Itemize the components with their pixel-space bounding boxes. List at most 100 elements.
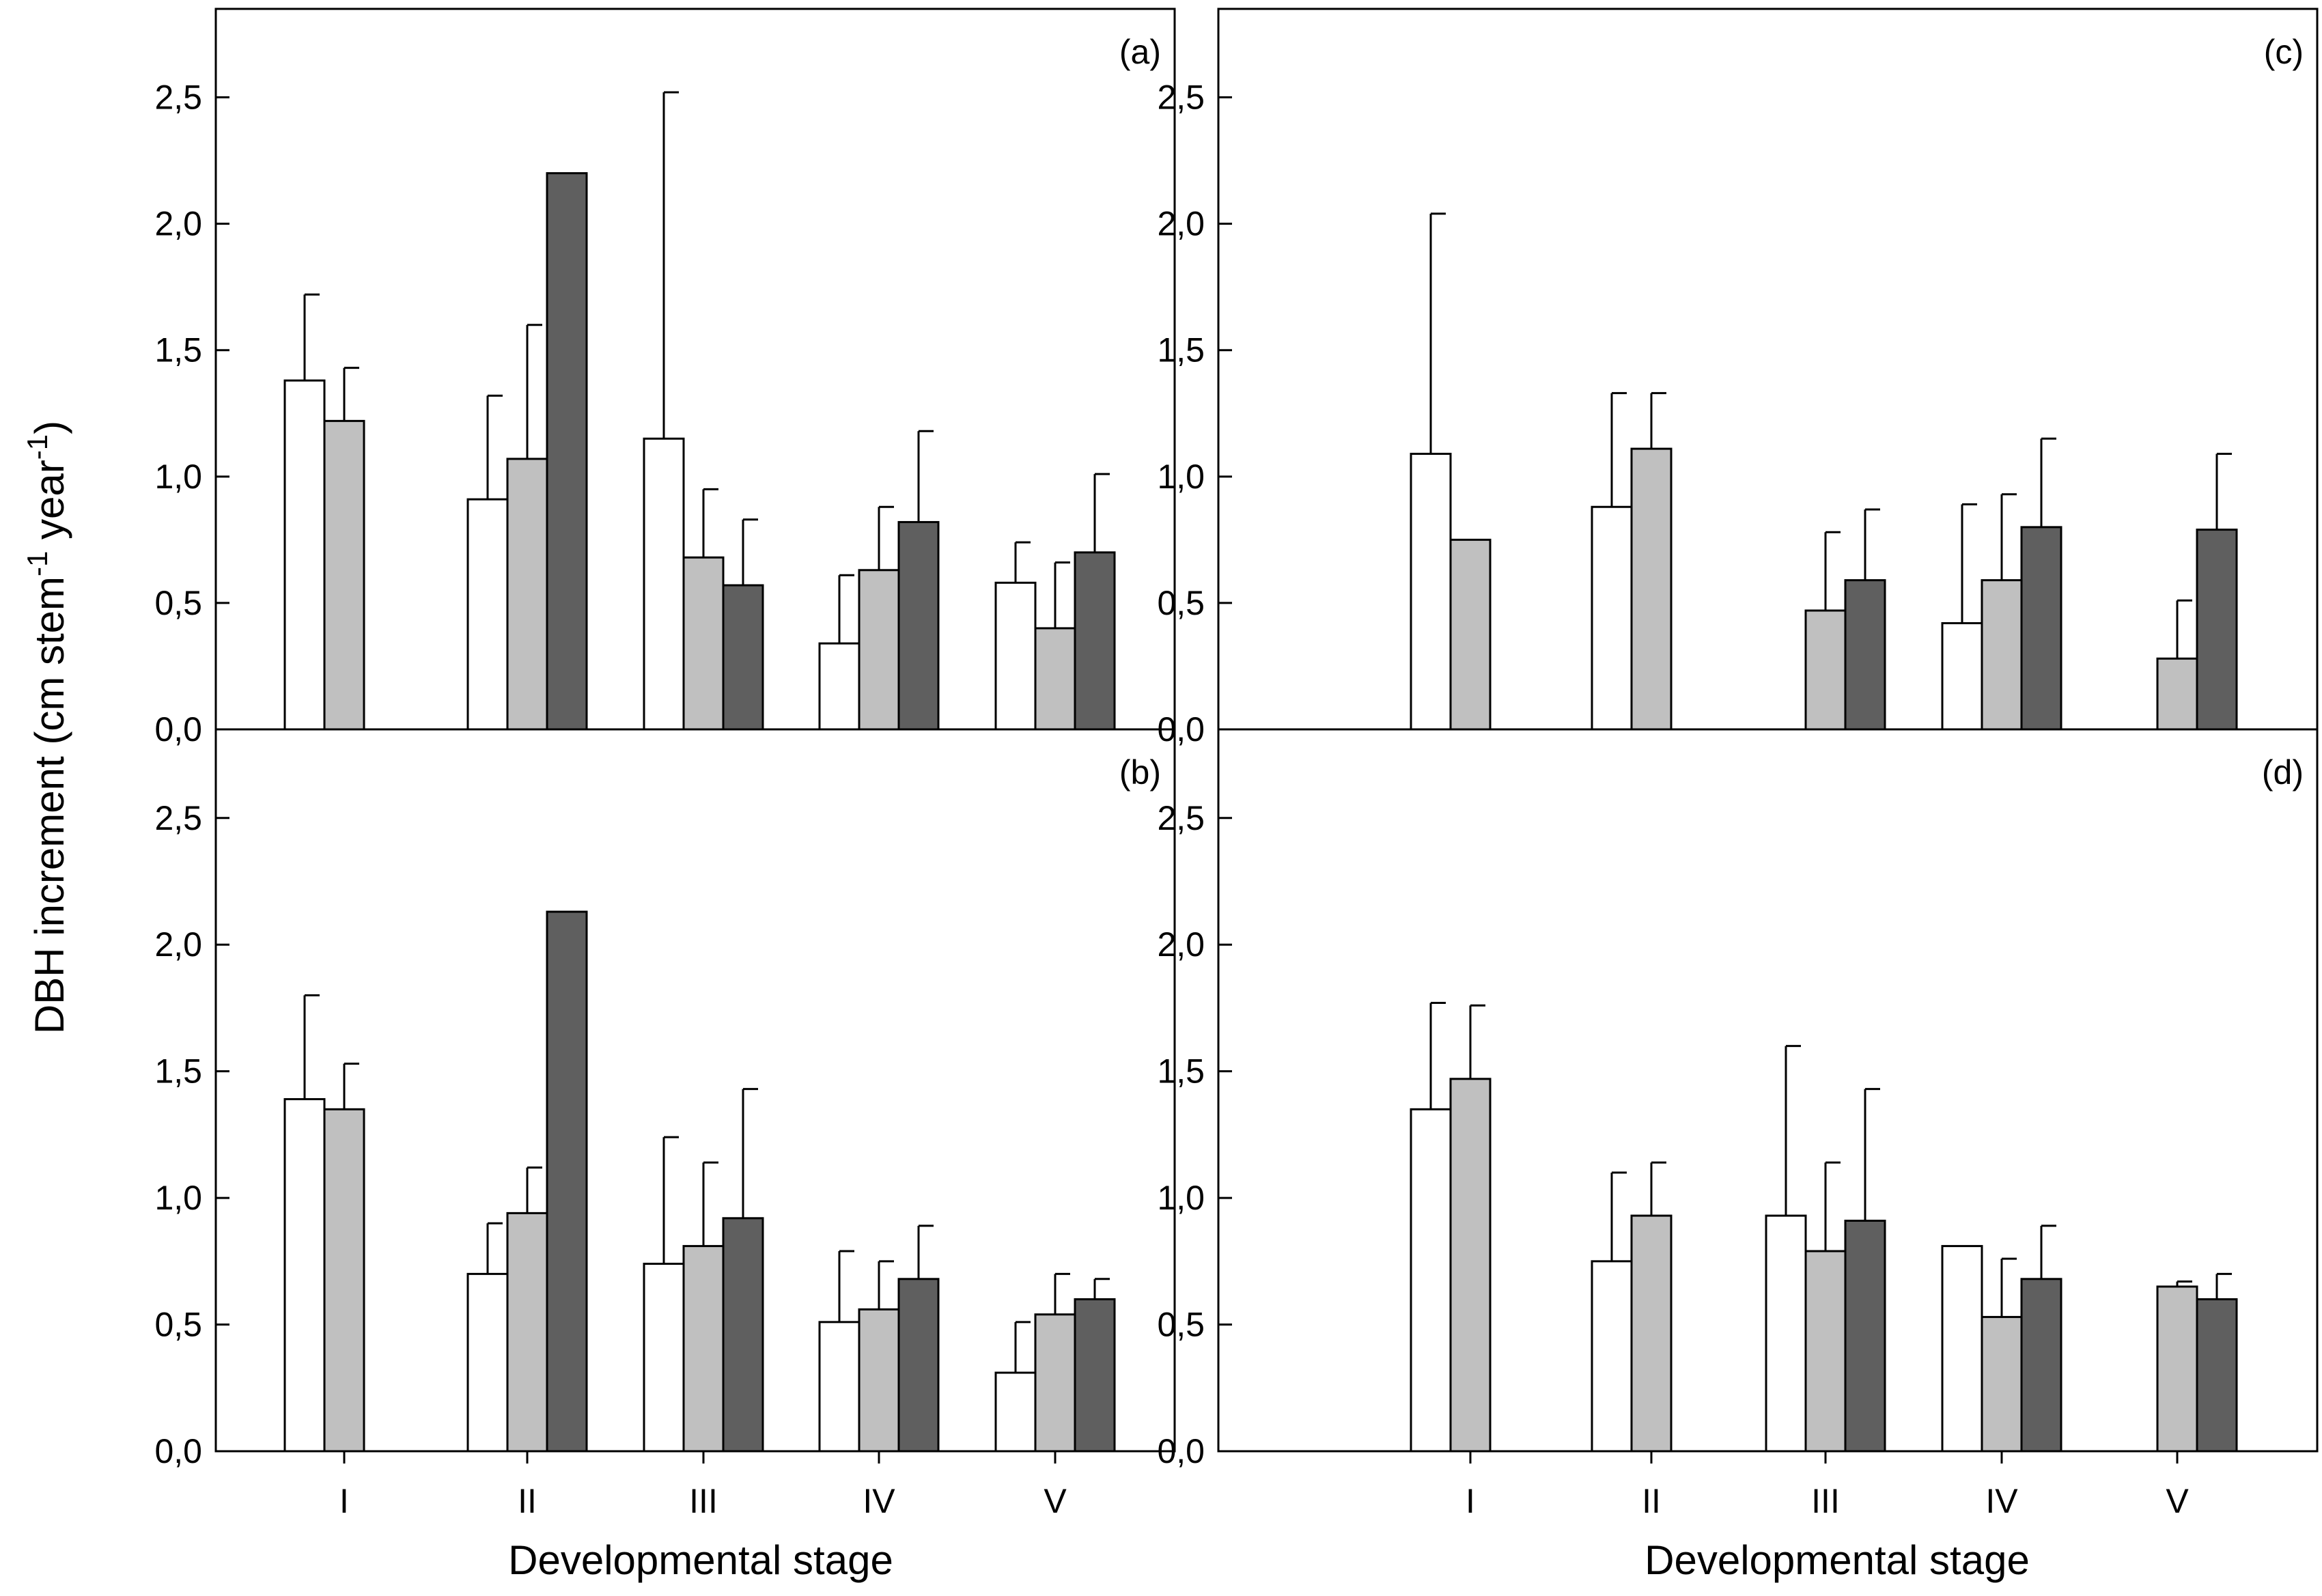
x-tick-label: II xyxy=(1642,1482,1661,1520)
y-tick-label: 2,0 xyxy=(154,925,202,964)
panel-d: 0,00,51,01,52,02,5I II III IV V(d) xyxy=(1157,728,2319,1520)
y-tick-label: 0,5 xyxy=(1157,584,1205,622)
bar xyxy=(1804,1250,1847,1453)
panel-label: (b) xyxy=(1119,753,1161,792)
panels: 0,0 0,5 1,0 1,5 2,0 2,5 (a) 0,0 0,5 1,0 1,5 2,0 2,5 I… xyxy=(154,8,2319,1520)
bar xyxy=(994,581,1037,731)
bar xyxy=(994,1371,1037,1453)
bar xyxy=(2156,657,2198,731)
y-tick-label: 1,5 xyxy=(1157,1052,1205,1091)
y-tick-label: 1,5 xyxy=(154,1052,202,1091)
y-tick-label: 1,0 xyxy=(1157,458,1205,496)
bar xyxy=(722,1217,764,1453)
x-tick-label: V xyxy=(2166,1482,2189,1520)
x-axis-label-left: Developmental stage xyxy=(508,1537,893,1583)
y-tick-label: 2,5 xyxy=(1157,79,1205,117)
bar xyxy=(1844,579,1886,731)
bar xyxy=(1981,1315,2023,1453)
bar xyxy=(1844,1220,1886,1453)
y-tick-label: 2,0 xyxy=(154,205,202,243)
bar xyxy=(1630,1214,1673,1453)
bar xyxy=(2156,1285,2198,1453)
bar xyxy=(323,419,365,731)
y-axis-label-sup1: -1 xyxy=(21,551,53,576)
x-tick-label: V xyxy=(1044,1482,1067,1520)
x-tick-label: III xyxy=(1811,1482,1840,1520)
bar xyxy=(858,569,900,731)
bar xyxy=(1981,579,2023,731)
y-tick-label: 0,5 xyxy=(154,1306,202,1344)
panel-frame xyxy=(1217,8,2319,731)
bar xyxy=(1074,1298,1116,1453)
bar xyxy=(1941,622,1983,731)
bar xyxy=(682,1245,725,1453)
x-tick-label: I xyxy=(1466,1482,1475,1520)
bar xyxy=(1034,627,1076,731)
bar xyxy=(1765,1214,1807,1453)
bar xyxy=(1941,1245,1983,1453)
x-tick-label: I xyxy=(339,1482,349,1520)
panel-a: 0,0 0,5 1,0 1,5 2,0 2,5 (a) xyxy=(154,8,1176,748)
y-tick-label: 0,0 xyxy=(154,710,202,748)
bar xyxy=(2196,529,2238,731)
x-tick-label: IV xyxy=(1985,1482,2018,1520)
y-tick-label: 0,0 xyxy=(1157,1432,1205,1470)
y-tick-label: 2,5 xyxy=(154,79,202,117)
bar xyxy=(283,379,326,731)
y-tick-label: 1,5 xyxy=(154,331,202,369)
bar xyxy=(818,1321,861,1453)
bar xyxy=(722,584,764,731)
bar xyxy=(466,1272,509,1453)
y-tick-label: 0,0 xyxy=(154,1432,202,1470)
bar xyxy=(1630,447,1673,731)
y-tick-label: 0,5 xyxy=(1157,1306,1205,1344)
y-axis-label-sup2: -1 xyxy=(21,434,53,460)
y-axis-label-mid: year xyxy=(27,460,72,550)
x-axis-label-right: Developmental stage xyxy=(1645,1537,2030,1583)
x-tick-label: III xyxy=(689,1482,718,1520)
bar xyxy=(283,1097,326,1453)
x-tick-label: IV xyxy=(863,1482,895,1520)
bar xyxy=(546,172,588,731)
bar xyxy=(1449,538,1492,731)
bar xyxy=(1034,1313,1076,1453)
y-axis-label-end: ) xyxy=(27,421,72,434)
panel-b: 0,00,51,01,52,02,5I II III IV V(b) xyxy=(154,728,1176,1520)
bar xyxy=(1804,609,1847,731)
y-tick-label: 2,5 xyxy=(154,799,202,837)
bar xyxy=(466,498,509,731)
y-tick-label: 1,0 xyxy=(154,458,202,496)
bar xyxy=(2020,1278,2062,1453)
bar xyxy=(2196,1298,2238,1453)
panel-label: (a) xyxy=(1119,33,1161,71)
bar xyxy=(858,1308,900,1453)
bar xyxy=(546,910,588,1453)
bar xyxy=(2020,526,2062,731)
y-tick-label: 1,0 xyxy=(1157,1179,1205,1217)
bar xyxy=(897,520,940,731)
panel-label: (c) xyxy=(2264,33,2304,71)
y-tick-label: 2,0 xyxy=(1157,925,1205,964)
y-axis-label-main: DBH increment (cm stem xyxy=(27,576,72,1034)
y-tick-label: 2,5 xyxy=(1157,799,1205,837)
y-tick-label: 1,5 xyxy=(1157,331,1205,369)
bar xyxy=(1410,1108,1452,1453)
y-tick-label: 2,0 xyxy=(1157,205,1205,243)
bar xyxy=(506,458,548,731)
bar xyxy=(1449,1078,1492,1453)
y-tick-label: 1,0 xyxy=(154,1179,202,1217)
bar xyxy=(1074,551,1116,731)
bar xyxy=(897,1278,940,1453)
panel-c: 0,0 0,5 1,0 1,5 2,0 2,5 (c) xyxy=(1157,8,2319,748)
bar xyxy=(506,1212,548,1453)
y-tick-label: 0,0 xyxy=(1157,710,1205,748)
bar xyxy=(1591,505,1633,731)
y-axis-label: DBH increment (cm stem-1 year-1) xyxy=(21,421,72,1034)
bar xyxy=(682,556,725,731)
bar xyxy=(643,1263,685,1453)
y-tick-label: 0,5 xyxy=(154,584,202,622)
bar xyxy=(1410,453,1452,731)
bar xyxy=(643,437,685,731)
bar xyxy=(818,642,861,731)
